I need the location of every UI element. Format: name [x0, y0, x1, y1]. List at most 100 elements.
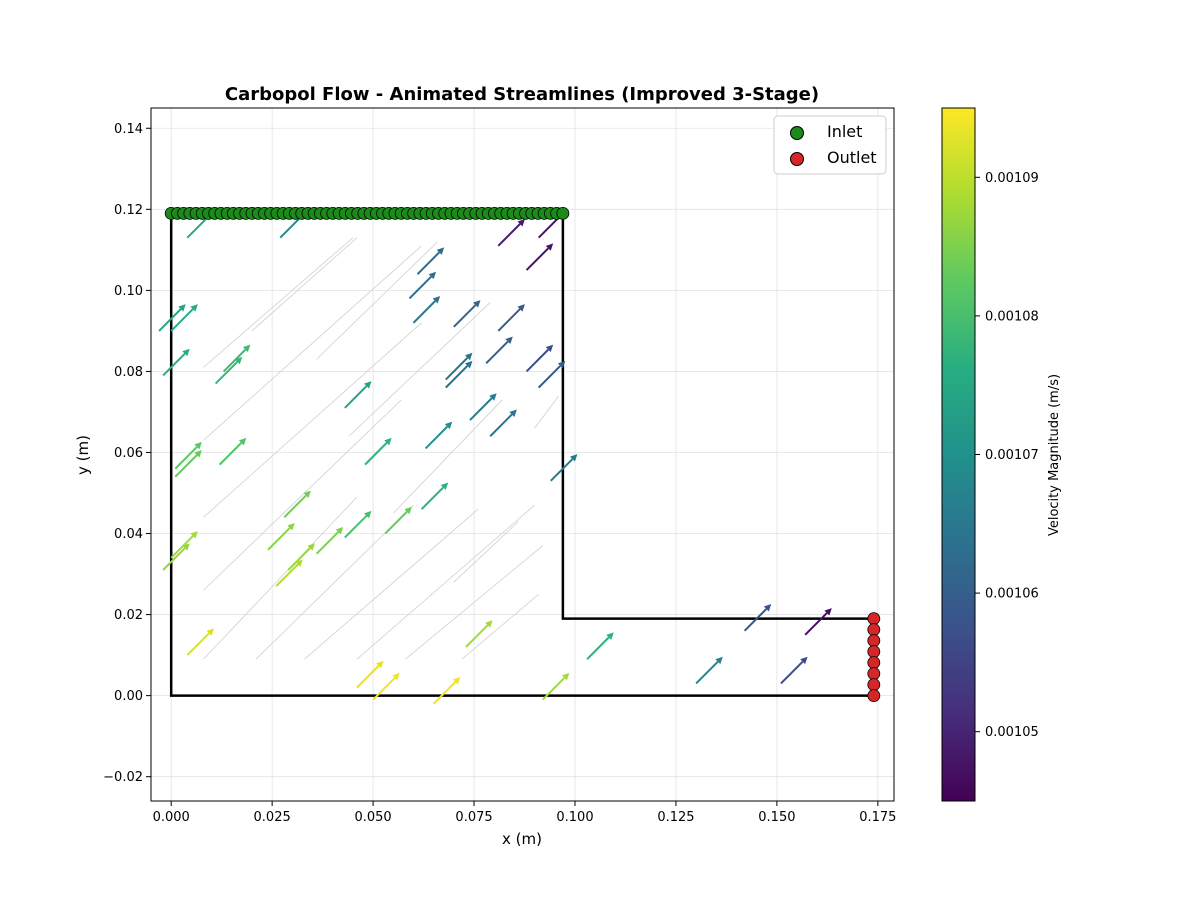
arrow-shaft [174, 446, 198, 470]
arrow-head [303, 490, 311, 498]
arrow-head [335, 527, 344, 535]
arrow-shaft [445, 365, 469, 389]
velocity-arrow [550, 454, 578, 482]
arrow-shaft [424, 425, 449, 450]
chart-title: Carbopol Flow - Animated Streamlines (Im… [225, 84, 819, 105]
legend-inlet-label: Inlet [827, 122, 862, 141]
arrow-shaft [372, 677, 396, 701]
velocity-arrow [214, 356, 243, 385]
colorbar-ticks: 0.00105 0.00106 0.00107 0.00108 0.00109 [975, 171, 1039, 740]
arrow-shaft [170, 535, 194, 559]
y-tick-label: 0.08 [114, 365, 143, 380]
arrow-head [364, 510, 372, 519]
x-tick-label: 0.025 [254, 810, 291, 825]
velocity-arrow [469, 393, 497, 421]
velocity-arrow [537, 360, 566, 389]
arrow-head [432, 296, 441, 304]
velocity-arrow [222, 344, 251, 373]
arrow-head [452, 676, 461, 685]
arrow-shaft [283, 494, 307, 519]
arrow-shaft [537, 365, 562, 389]
velocity-arrow [162, 543, 190, 571]
arrow-shaft [315, 531, 339, 555]
arrow-shaft [465, 624, 489, 648]
legend-inlet-marker [790, 126, 804, 140]
arrow-head [238, 437, 247, 446]
colorbar: 0.00105 0.00106 0.00107 0.00108 0.00109 Velo… [941, 107, 1062, 802]
colorbar-tick-label: 0.00108 [985, 309, 1039, 324]
arrow-head [489, 393, 497, 401]
arrow-shaft [780, 660, 804, 685]
velocity-arrow [267, 522, 295, 551]
velocity-arrow [218, 437, 247, 466]
velocity-arrow [525, 344, 554, 373]
arrow-head [440, 482, 449, 490]
colorbar-tick-label: 0.00106 [985, 587, 1039, 602]
arrow-shaft [804, 612, 828, 636]
arrow-head [557, 360, 566, 369]
arrow-shaft [453, 304, 477, 328]
arrow-head [428, 271, 437, 280]
arrow-shaft [445, 357, 469, 381]
arrow-shaft [586, 636, 610, 660]
arrow-shaft [186, 632, 210, 656]
x-tick-label: 0.000 [153, 810, 190, 825]
arrow-head [436, 247, 445, 255]
arrow-head [376, 660, 384, 669]
outlet-markers [867, 612, 881, 703]
arrow-head [295, 559, 303, 567]
arrow-head [485, 620, 493, 628]
velocity-arrow [497, 219, 525, 247]
velocity-arrow [384, 506, 412, 535]
arrow-head [206, 628, 214, 636]
arrow-shaft [408, 275, 432, 300]
arrow-head [190, 304, 198, 312]
arrow-head [763, 604, 772, 612]
arrow-shaft [420, 486, 444, 510]
velocity-arrow [344, 510, 372, 539]
arrow-head [800, 656, 808, 665]
velocity-arrow [497, 304, 525, 332]
arrow-shaft [695, 660, 719, 685]
arrow-head [509, 409, 517, 417]
arrow-shaft [364, 442, 388, 466]
legend-outlet-marker [790, 152, 804, 166]
arrow-head [517, 219, 525, 227]
arrow-shaft [497, 308, 521, 332]
y-tick-label: 0.00 [114, 689, 143, 704]
velocity-arrow [170, 531, 198, 559]
velocity-vectors [158, 210, 832, 705]
velocity-arrow [525, 243, 554, 271]
outlet-marker [867, 667, 881, 681]
arrow-head [824, 608, 832, 616]
arrow-shaft [432, 681, 457, 705]
arrow-head [287, 522, 295, 531]
y-tick-label: 0.04 [114, 527, 143, 542]
arrow-head [545, 344, 554, 353]
outlet-marker [867, 612, 881, 626]
x-tick-label: 0.125 [657, 810, 694, 825]
y-tick-label: 0.14 [114, 122, 143, 137]
velocity-arrow [287, 543, 315, 571]
arrow-shaft [356, 665, 380, 689]
arrow-shaft [279, 215, 303, 239]
arrow-head [384, 437, 392, 446]
velocity-arrow [465, 620, 493, 648]
background-streamline [304, 508, 479, 660]
x-tick-label: 0.075 [455, 810, 492, 825]
x-tick-label: 0.175 [859, 810, 896, 825]
y-tick-label: 0.06 [114, 446, 143, 461]
arrow-shaft [541, 677, 566, 701]
arrow-head [465, 352, 473, 361]
arrow-shaft [267, 527, 291, 551]
background-streamline [405, 545, 543, 660]
y-axis-ticks: −0.02 0.00 0.02 0.04 0.06 0.08 0.10 0.12 0.14 [103, 122, 151, 785]
inlet-markers [164, 206, 570, 220]
legend-outlet-label: Outlet [827, 148, 877, 167]
background-streamline [203, 237, 354, 368]
arrow-head [715, 656, 723, 665]
arrow-shaft [162, 547, 186, 571]
velocity-arrow [541, 672, 570, 701]
outlet-marker [867, 689, 881, 703]
arrow-head [182, 348, 190, 357]
